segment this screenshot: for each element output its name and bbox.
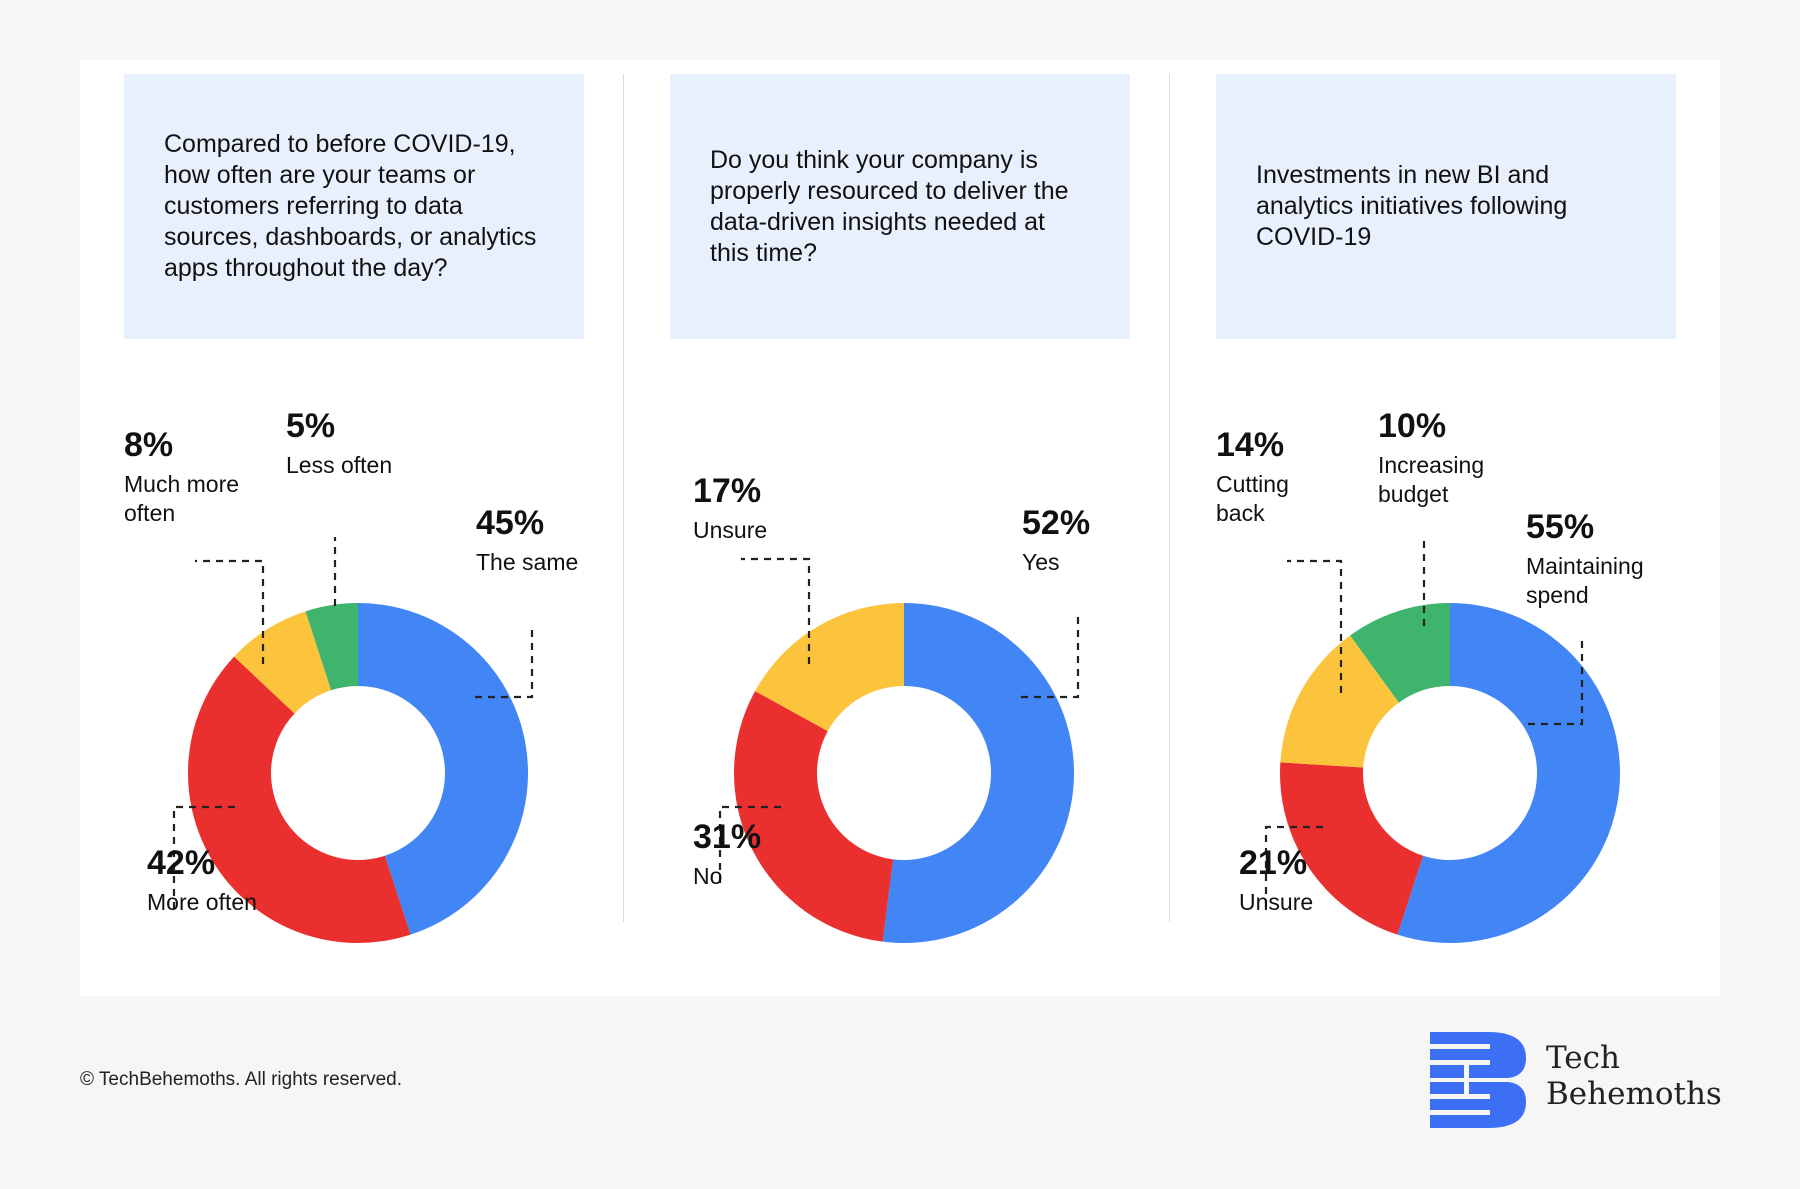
category-label-maintaining-spend: Maintaining bbox=[1526, 553, 1644, 579]
divider-1 bbox=[623, 74, 624, 922]
slice-unsure bbox=[1280, 762, 1424, 935]
data-label-increasing-budget: 10% bbox=[1378, 407, 1446, 445]
data-label-the-same: 45% bbox=[476, 504, 544, 542]
leader-line-cutting-back bbox=[1287, 559, 1343, 693]
question-text-3: Investments in new BI and analytics init… bbox=[1256, 161, 1568, 251]
category-label-more-often: More often bbox=[147, 889, 257, 915]
data-label-more-often: 42% bbox=[147, 844, 215, 882]
donut-chart-2: 52% Yes 31% No 17% Unsure bbox=[693, 472, 1090, 943]
question-box-3: Investments in new BI and analytics init… bbox=[1216, 74, 1676, 339]
leader-line-more-often bbox=[172, 805, 235, 912]
logo-mark-icon bbox=[1428, 1032, 1526, 1128]
leader-line-unsure bbox=[741, 557, 811, 664]
data-label-yes: 52% bbox=[1022, 504, 1090, 542]
data-label-no: 31% bbox=[693, 818, 761, 856]
data-label-much-more-often: 8% bbox=[124, 426, 173, 464]
category-label-less-often: Less often bbox=[286, 452, 392, 478]
leader-line-the-same bbox=[475, 624, 534, 699]
data-label-unsure: 17% bbox=[693, 472, 761, 510]
category-label-the-same: The same bbox=[476, 549, 578, 575]
logo-line-1: Tech bbox=[1546, 1040, 1620, 1076]
copyright-text: © TechBehemoths. All rights reserved. bbox=[80, 1069, 403, 1090]
slice-maintaining-spend bbox=[1397, 603, 1620, 943]
panel-2: Do you think your company is properly re… bbox=[626, 74, 1172, 943]
panel-1: Compared to before COVID-19, how often a… bbox=[80, 74, 626, 944]
slice-unsure bbox=[755, 603, 904, 732]
slice-increasing-budget bbox=[1350, 603, 1450, 703]
techbehemoths-logo[interactable]: Tech Behemoths bbox=[1428, 1030, 1728, 1130]
panel-3: Investments in new BI and analytics init… bbox=[1172, 74, 1718, 943]
slice-more-often bbox=[187, 656, 411, 944]
category-label-much-more-often: Much more bbox=[124, 471, 239, 497]
infographic-card: Compared to before COVID-19, how often a… bbox=[80, 60, 1720, 996]
donut-chart-1: 45% The same 42% More often 8% Much more often… bbox=[124, 407, 578, 944]
slice-no bbox=[734, 691, 894, 942]
logo-line-2: Behemoths bbox=[1546, 1076, 1722, 1112]
category-label-cutting-back: back bbox=[1216, 500, 1265, 526]
category-label-unsure: Unsure bbox=[693, 517, 767, 543]
slice-much-more-often bbox=[234, 611, 332, 714]
question-box-1: Compared to before COVID-19, how often a… bbox=[124, 74, 584, 339]
category-label-cutting-back: Cutting bbox=[1216, 471, 1289, 497]
category-label-increasing-budget: budget bbox=[1378, 481, 1449, 507]
data-label-unsure: 21% bbox=[1239, 844, 1307, 882]
donut-chart-3: 55% Maintaining spend 21% Unsure 14% Cutting ba… bbox=[1216, 407, 1644, 943]
slice-the-same bbox=[358, 603, 529, 935]
leader-line-maintaining-spend bbox=[1528, 641, 1584, 726]
data-label-maintaining-spend: 55% bbox=[1526, 508, 1594, 546]
question-text-1: Compared to before COVID-19, how often a… bbox=[164, 130, 537, 282]
data-label-cutting-back: 14% bbox=[1216, 426, 1284, 464]
leader-line-much-more-often bbox=[195, 559, 265, 664]
slice-less-often bbox=[305, 603, 358, 691]
category-label-much-more-often: often bbox=[124, 500, 175, 526]
category-label-yes: Yes bbox=[1022, 549, 1060, 575]
slice-yes bbox=[882, 603, 1074, 943]
logo-wordmark: Tech Behemoths bbox=[1546, 1040, 1722, 1112]
divider-2 bbox=[1169, 74, 1170, 922]
question-text-2: Do you think your company is properly re… bbox=[710, 145, 1069, 267]
slice-cutting-back bbox=[1280, 635, 1399, 768]
question-box-2: Do you think your company is properly re… bbox=[670, 74, 1130, 339]
category-label-unsure: Unsure bbox=[1239, 889, 1313, 915]
leader-line-unsure bbox=[1264, 825, 1323, 912]
category-label-no: No bbox=[693, 863, 722, 889]
data-label-less-often: 5% bbox=[286, 407, 335, 445]
category-label-maintaining-spend: spend bbox=[1526, 582, 1589, 608]
leader-line-yes bbox=[1021, 612, 1080, 699]
category-label-increasing-budget: Increasing bbox=[1378, 452, 1484, 478]
